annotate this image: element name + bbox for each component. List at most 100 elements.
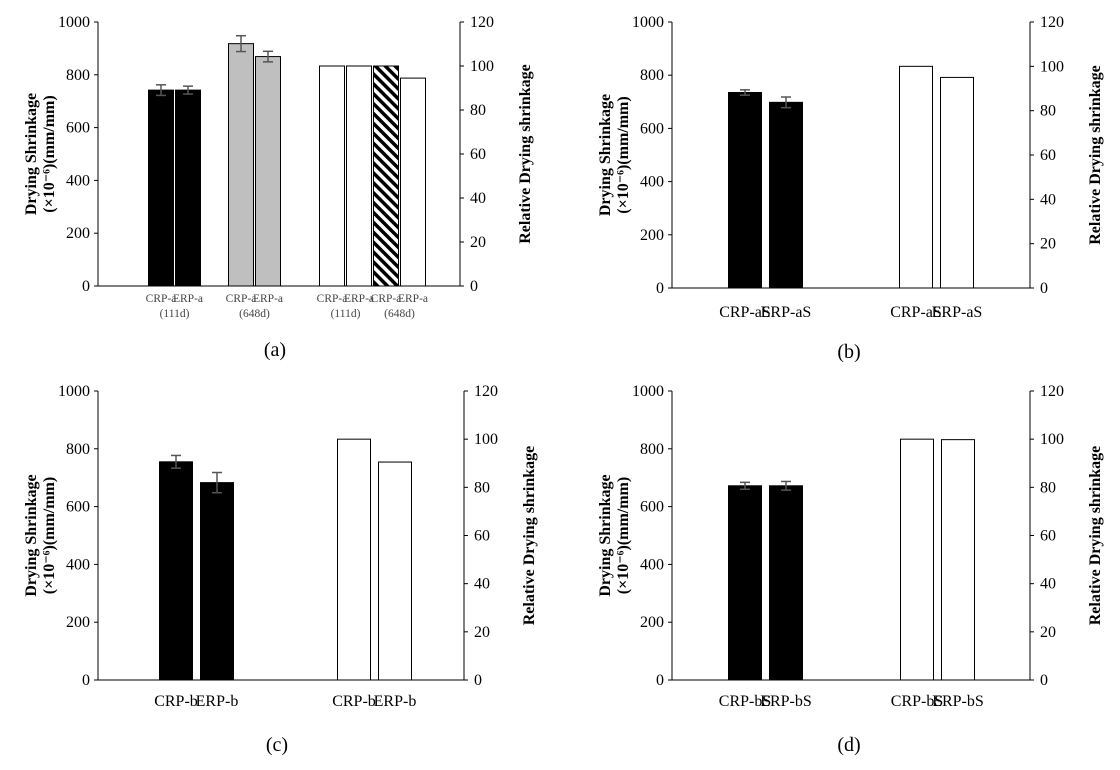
right-tick-label: 120 <box>470 14 494 31</box>
category-label: CRP-bS <box>891 693 943 710</box>
right-tick-label: 40 <box>1040 191 1056 208</box>
left-axis-unit: (×10⁻⁶)(mm/mm) <box>615 477 632 594</box>
right-axis-title: Relative Drying shrinkage <box>1087 65 1104 245</box>
left-tick-label: 1000 <box>58 14 90 31</box>
category-label: ERP-bS <box>932 693 984 710</box>
right-tick-label: 120 <box>1040 383 1064 400</box>
category-sublabel: (648d) <box>384 308 415 320</box>
panel-caption: (b) <box>837 341 860 363</box>
category-label: ERP-a <box>173 293 203 305</box>
right-tick-label: 60 <box>474 528 490 545</box>
category-label: ERP-a <box>398 293 428 305</box>
relative-bar-erp-as <box>940 76 974 289</box>
category-label: CRP-a <box>226 293 257 305</box>
right-tick-label: 100 <box>1040 58 1064 75</box>
right-tick-label: 0 <box>470 278 478 295</box>
left-tick-label: 600 <box>640 499 664 516</box>
bar-erp-bs <box>769 485 803 681</box>
right-tick-label: 60 <box>470 146 486 163</box>
left-tick-label: 400 <box>66 172 90 189</box>
left-tick-label: 1000 <box>632 14 664 31</box>
right-tick-label: 20 <box>1040 236 1056 253</box>
right-tick-label: 100 <box>1040 431 1064 448</box>
category-label: ERP-aS <box>761 304 812 321</box>
bar-crp-a <box>148 89 174 287</box>
left-tick-label: 0 <box>82 672 90 689</box>
right-axis-title: Relative Drying shrinkage <box>517 64 534 244</box>
relative-bar-erp-bs <box>941 439 975 681</box>
left-tick-label: 200 <box>640 227 664 244</box>
right-tick-label: 0 <box>474 672 482 689</box>
category-label: CRP-aS <box>890 304 942 321</box>
category-label: ERP-a <box>344 293 374 305</box>
left-tick-label: 400 <box>66 556 90 573</box>
right-tick-label: 20 <box>1040 624 1056 641</box>
right-tick-label: 60 <box>1040 147 1056 164</box>
bar-crp-as <box>728 91 762 289</box>
right-tick-label: 20 <box>470 234 486 251</box>
relative-bar-crp-as <box>899 65 933 289</box>
left-tick-label: 800 <box>66 67 90 84</box>
category-label: ERP-bS <box>760 693 812 710</box>
relative-bar-erp-a <box>346 65 372 287</box>
right-tick-label: 40 <box>1040 576 1056 593</box>
left-tick-label: 400 <box>640 556 664 573</box>
left-tick-label: 0 <box>82 278 90 295</box>
category-label: ERP-aS <box>932 304 983 321</box>
left-axis-title: Drying Shrinkage <box>23 93 40 215</box>
category-label: CRP-a <box>371 293 402 305</box>
left-tick-label: 0 <box>656 280 664 297</box>
left-tick-label: 200 <box>66 225 90 242</box>
left-tick-label: 1000 <box>58 383 90 400</box>
panel-caption: (a) <box>264 339 286 361</box>
relative-bar-erp-a <box>400 77 426 287</box>
left-tick-label: 800 <box>640 67 664 84</box>
panel-b: 0 200 400 600 800 1000 0 20 40 60 80 100 120 Drying S… <box>597 14 1104 363</box>
right-tick-label: 80 <box>470 102 486 119</box>
bar-erp-as <box>769 101 803 289</box>
relative-bar-crp-bs <box>900 438 934 681</box>
right-axis-title: Relative Drying shrinkage <box>521 446 538 626</box>
left-axis-unit: (×10⁻⁶)(mm/mm) <box>41 477 58 594</box>
left-tick-label: 0 <box>656 672 664 689</box>
right-tick-label: 0 <box>1040 280 1048 297</box>
panel-c: 0 200 400 600 800 1000 0 20 40 60 80 100 120 Drying S… <box>23 383 538 756</box>
category-label: ERP-b <box>374 693 417 710</box>
right-tick-label: 0 <box>1040 672 1048 689</box>
left-tick-label: 600 <box>66 499 90 516</box>
right-tick-label: 80 <box>474 479 490 496</box>
panel-caption: (d) <box>837 734 860 756</box>
left-tick-label: 1000 <box>632 383 664 400</box>
category-label: CRP-aS <box>719 304 771 321</box>
panel-d: 0 200 400 600 800 1000 0 20 40 60 80 100 120 Drying S… <box>597 383 1104 756</box>
relative-bar-crp-b <box>337 438 371 681</box>
bar-erp-a <box>255 56 281 287</box>
relative-bar-erp-b <box>378 461 412 681</box>
bar-crp-b <box>159 461 193 681</box>
right-tick-label: 80 <box>1040 103 1056 120</box>
right-tick-label: 100 <box>474 431 498 448</box>
category-sublabel: (111d) <box>160 308 190 320</box>
relative-bar-crp-a <box>319 65 345 287</box>
left-axis-unit: (×10⁻⁶)(mm/mm) <box>615 96 632 213</box>
category-label: CRP-bS <box>719 693 771 710</box>
left-tick-label: 600 <box>640 120 664 137</box>
right-tick-label: 40 <box>470 190 486 207</box>
right-tick-label: 120 <box>474 383 498 400</box>
right-tick-label: 80 <box>1040 479 1056 496</box>
bar-crp-bs <box>728 485 762 681</box>
left-tick-label: 800 <box>640 441 664 458</box>
category-label: CRP-b <box>154 693 198 710</box>
category-label: CRP-a <box>146 293 177 305</box>
category-label: ERP-a <box>253 293 283 305</box>
category-sublabel: (648d) <box>239 308 270 320</box>
relative-bar-crp-a <box>373 65 399 287</box>
panel-a: 0 200 400 600 800 1000 0 20 40 60 80 100 120 Drying S… <box>23 14 534 361</box>
bar-crp-a <box>228 43 254 287</box>
left-axis-title: Drying Shrinkage <box>597 94 614 216</box>
left-axis-title: Drying Shrinkage <box>23 474 40 596</box>
right-tick-label: 60 <box>1040 528 1056 545</box>
category-label: CRP-b <box>332 693 376 710</box>
bar-erp-a <box>175 89 201 287</box>
